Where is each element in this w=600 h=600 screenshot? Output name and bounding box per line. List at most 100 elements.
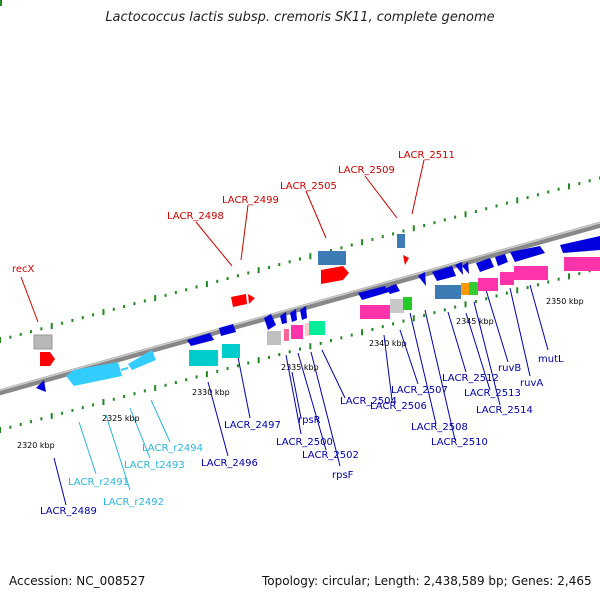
gene-blue-i[interactable] [418,272,426,286]
feature-label-red[interactable]: recX [12,264,35,275]
leader-lacr-t2493 [129,407,151,459]
lower-tick [112,397,115,401]
leader-lacr-2500 [285,354,302,435]
upper-tick [443,218,446,222]
upper-tick [567,183,570,190]
feature-label-blue[interactable]: LACR_2514 [476,405,533,416]
gene-blue-j[interactable] [432,266,456,281]
upper-tick [71,318,74,322]
feature-label-blue[interactable]: LACR_2496 [201,458,258,469]
gene-green-c[interactable] [469,282,478,295]
gene-blue-a[interactable] [187,333,214,346]
upper-tick [588,179,591,183]
upper-tick [19,332,22,336]
gene-pink-g[interactable] [514,266,548,280]
gene-blue-k[interactable] [455,262,463,275]
gene-blue-p[interactable] [560,236,600,253]
feature-label-blue[interactable]: LACR_2512 [442,373,499,384]
gene-lacr-2489[interactable] [36,380,46,392]
scale-label: 2320 kbp [17,441,55,450]
gene-red-a[interactable] [321,266,349,284]
gene-blue-l[interactable] [462,262,469,274]
feature-label-blue[interactable]: rpsF [332,470,354,481]
feature-label-blue[interactable]: LACR_2489 [40,506,97,517]
gene-blue-e[interactable] [290,309,297,322]
feature-label-blue[interactable]: rpsR [298,415,321,426]
feature-label-rna[interactable]: LACR_r2494 [142,443,203,454]
lower-tick [578,272,581,276]
feature-label-rna[interactable]: LACR_r2492 [103,497,164,508]
feature-label-blue[interactable]: LACR_2507 [391,385,448,396]
lower-tick [133,392,136,396]
gene-green-b[interactable] [403,297,412,310]
gene-cyan-a[interactable] [189,350,218,366]
feature-label-blue[interactable]: ruvA [520,378,543,389]
gene-pink-h[interactable] [564,257,600,271]
upper-tick [547,190,550,194]
gene-rrna-a[interactable] [66,362,122,386]
gene-blue-o[interactable] [510,246,545,262]
gene-pink-e[interactable] [478,278,498,291]
gene-blue-g[interactable] [358,286,389,300]
gene-pink-d[interactable] [360,305,390,319]
gene-blue-h[interactable] [386,284,400,294]
gene-cyan-b[interactable] [222,344,240,358]
gene-blue-c[interactable] [264,314,276,330]
gene-pink-a[interactable] [284,329,289,341]
gene-lacr-2511[interactable] [403,255,409,265]
gene-trna[interactable] [120,367,129,371]
gene-lacr-2509[interactable] [397,234,405,248]
gene-grey[interactable] [33,334,53,350]
gene-grey-c[interactable] [390,299,404,313]
lower-tick [50,413,53,420]
feature-label-blue[interactable]: mutL [538,354,564,365]
lower-tick [319,341,322,345]
gene-steel-a[interactable] [435,285,461,299]
feature-label-rna[interactable]: LACR_t2493 [124,460,185,471]
lower-tick [278,353,281,357]
leader-lacr-r2491 [78,421,97,475]
feature-label-rna[interactable]: LACR_r2491 [68,477,129,488]
feature-label-red[interactable]: LACR_2498 [167,211,224,222]
feature-label-blue[interactable]: LACR_2513 [464,388,521,399]
feature-label-red[interactable]: LACR_2511 [398,150,455,161]
upper-tick [164,293,167,297]
upper-tick [30,330,33,334]
gene-blue-m[interactable] [476,258,494,272]
upper-tick [340,246,343,250]
gene-pink-f[interactable] [500,272,514,285]
lower-tick [195,375,198,379]
gene-green-a[interactable] [309,321,325,335]
gene-lacr-2505[interactable] [318,251,346,265]
lower-tick [381,325,384,329]
gene-lacr-2499[interactable] [248,294,255,304]
feature-label-red[interactable]: LACR_2505 [280,181,337,192]
feature-label-blue[interactable]: LACR_2510 [431,437,488,448]
feature-label-blue[interactable]: LACR_2508 [411,422,468,433]
feature-label-blue[interactable]: LACR_2500 [276,437,333,448]
leader-lacr-2502 [297,352,327,451]
gene-pink-b[interactable] [291,325,303,339]
gene-lacr-2498[interactable] [231,294,247,307]
feature-label-red[interactable]: LACR_2509 [338,165,395,176]
gene-grey-b[interactable] [267,331,281,345]
upper-tick [81,316,84,320]
feature-label-blue[interactable]: LACR_2497 [224,420,281,431]
gene-rrna-b[interactable] [128,350,156,370]
feature-label-red[interactable]: LACR_2499 [222,195,279,206]
gene-orange[interactable] [461,283,469,295]
feature-label-blue[interactable]: LACR_2506 [370,401,427,412]
gene-pink-c[interactable] [305,323,309,336]
gene-recx[interactable] [40,352,55,366]
gene-blue-f[interactable] [300,306,307,320]
feature-label-blue[interactable]: LACR_2504 [340,396,397,407]
lower-tick [485,297,488,301]
gene-blue-d[interactable] [280,312,287,324]
gene-blue-b[interactable] [219,324,236,336]
upper-tick [381,235,384,239]
upper-tick [464,211,467,218]
feature-label-blue[interactable]: LACR_2502 [302,450,359,461]
lower-tick [433,311,436,315]
gene-blue-n[interactable] [495,254,508,266]
feature-label-blue[interactable]: ruvB [498,363,521,374]
